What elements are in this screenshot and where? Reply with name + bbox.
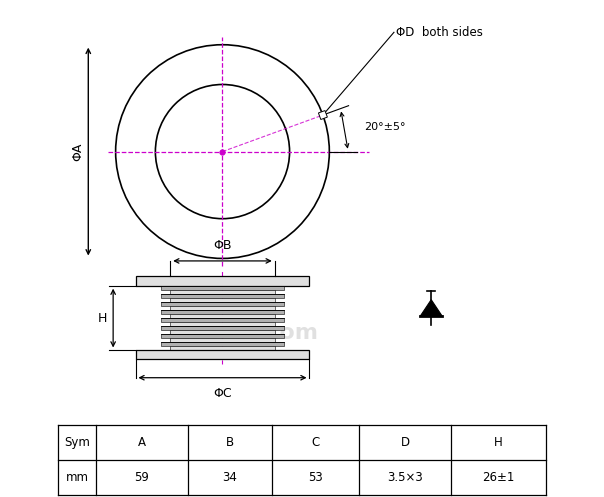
- Text: ΦB: ΦB: [213, 239, 232, 252]
- Text: 26±1: 26±1: [482, 471, 515, 484]
- Text: 34: 34: [222, 471, 237, 484]
- Bar: [170, 330, 275, 334]
- Bar: [161, 318, 284, 322]
- Text: H: H: [494, 436, 503, 449]
- Text: D: D: [400, 436, 410, 449]
- Bar: [161, 294, 284, 298]
- Text: 53: 53: [308, 471, 323, 484]
- Bar: [135, 350, 309, 359]
- Polygon shape: [420, 300, 442, 316]
- Text: ΦD  both sides: ΦD both sides: [396, 26, 483, 39]
- Bar: [170, 314, 275, 318]
- Bar: [161, 326, 284, 330]
- Polygon shape: [318, 110, 327, 119]
- Bar: [170, 338, 275, 342]
- Text: H: H: [97, 312, 107, 325]
- Text: plyzpst.com: plyzpst.com: [167, 323, 318, 343]
- Text: C: C: [312, 436, 320, 449]
- Text: 3.5×3: 3.5×3: [387, 471, 423, 484]
- Bar: [170, 298, 275, 302]
- Bar: [135, 276, 309, 286]
- Bar: [161, 342, 284, 346]
- Bar: [161, 302, 284, 306]
- Bar: [161, 334, 284, 338]
- Text: mm: mm: [66, 471, 89, 484]
- Text: 20°±5°: 20°±5°: [364, 122, 406, 132]
- Bar: [170, 306, 275, 310]
- Text: ΦC: ΦC: [213, 387, 232, 400]
- Text: ΦA: ΦA: [71, 143, 84, 161]
- Text: A: A: [138, 436, 146, 449]
- Bar: [161, 310, 284, 314]
- Bar: [170, 322, 275, 326]
- Bar: [170, 346, 275, 350]
- Bar: [161, 286, 284, 290]
- Text: Sym: Sym: [64, 436, 90, 449]
- Bar: [170, 290, 275, 294]
- Text: B: B: [226, 436, 234, 449]
- Text: 59: 59: [134, 471, 149, 484]
